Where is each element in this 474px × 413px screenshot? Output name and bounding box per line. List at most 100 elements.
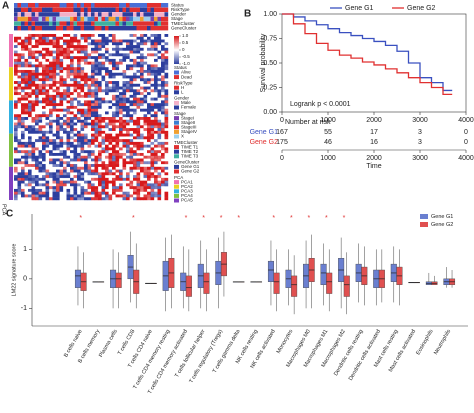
heatmap-cell	[122, 186, 127, 190]
heatmap-cell	[38, 117, 43, 120]
legend-label: PCA4	[181, 193, 193, 198]
heatmap-cell	[70, 158, 74, 162]
heatmap-cell	[101, 158, 106, 162]
heatmap-cell	[98, 186, 102, 190]
heatmap-cell	[98, 47, 102, 51]
heatmap-cell	[112, 125, 116, 129]
heatmap-cell	[14, 147, 18, 151]
heatmap-cell	[80, 141, 85, 145]
heatmap-cell	[35, 72, 39, 76]
heatmap-cell	[133, 105, 137, 109]
heatmap-cell	[73, 39, 78, 43]
heatmap-cell	[119, 150, 123, 154]
heatmap-cell	[98, 166, 102, 170]
heatmap-cell	[17, 50, 22, 54]
box	[267, 260, 274, 282]
heatmap-cell	[84, 108, 88, 112]
heatmap-cell	[31, 130, 36, 134]
heatmap-cell	[31, 141, 36, 145]
heatmap-cell	[84, 86, 88, 90]
heatmap-cell	[143, 47, 148, 51]
heatmap-cell	[63, 92, 67, 96]
heatmap-cell	[157, 152, 162, 156]
heatmap-cell	[94, 166, 99, 170]
heatmap-cell	[49, 64, 53, 68]
significance: *	[237, 215, 240, 222]
heatmap-cell	[105, 186, 109, 190]
heatmap-cell	[21, 164, 25, 167]
heatmap-cell	[63, 194, 67, 198]
heatmap-cell	[45, 53, 50, 57]
heatmap-cell	[143, 50, 148, 54]
annotation-cell	[52, 3, 57, 8]
heatmap-cell	[94, 147, 99, 151]
heatmap-cell	[42, 103, 46, 107]
heatmap-cell	[70, 108, 74, 112]
heatmap-cell	[122, 197, 127, 201]
annotation-cell	[59, 3, 64, 8]
annotation-cell	[164, 7, 169, 12]
heatmap-cell	[14, 86, 18, 90]
legend-swatch	[174, 85, 179, 90]
heatmap-cell	[126, 141, 130, 145]
heatmap-cell	[161, 67, 165, 71]
heatmap-cell	[112, 72, 116, 76]
heatmap-cell	[63, 150, 67, 154]
heatmap-cell	[140, 164, 144, 167]
heatmap-cell	[42, 177, 46, 181]
heatmap-cell	[24, 158, 29, 162]
heatmap-cell	[56, 152, 60, 156]
heatmap-cell	[129, 161, 134, 165]
heatmap-cell	[84, 125, 88, 129]
heatmap-cell	[164, 81, 169, 84]
heatmap-cell	[17, 100, 22, 104]
heatmap-cell	[84, 155, 88, 159]
heatmap-cell	[42, 97, 46, 101]
heatmap-cell	[49, 155, 53, 159]
heatmap-cell	[150, 141, 155, 145]
x-tick-label: Dendritic cells activated	[348, 329, 382, 382]
heatmap-cell	[21, 81, 25, 84]
annotation-cell	[17, 7, 22, 12]
heatmap-cell	[115, 100, 120, 104]
heatmap-cell	[157, 103, 162, 107]
heatmap-cell	[38, 108, 43, 112]
heatmap-cell	[17, 45, 22, 49]
heatmap-cell	[35, 39, 39, 43]
x-tick-label: 4000	[458, 117, 474, 124]
heatmap-cell	[157, 155, 162, 159]
heatmap-cell	[164, 147, 169, 151]
heatmap-cell	[101, 89, 106, 93]
heatmap-cell	[24, 108, 29, 112]
heatmap-cell	[140, 144, 144, 148]
heatmap-cell	[14, 139, 18, 143]
heatmap-cell	[147, 161, 151, 165]
heatmap-cell	[56, 83, 60, 87]
annotation-cell	[56, 7, 60, 12]
heatmap-cell	[101, 50, 106, 54]
heatmap-cell	[115, 67, 120, 71]
heatmap-cell	[52, 89, 57, 93]
heatmap-cell	[143, 78, 148, 82]
annotation-cell	[77, 21, 81, 26]
heatmap-cell	[119, 152, 123, 156]
heatmap-cell	[101, 61, 106, 65]
heatmap-cell	[38, 177, 43, 181]
heatmap-cell	[108, 158, 113, 162]
heatmap-cell	[136, 108, 141, 112]
heatmap-cell	[80, 194, 85, 198]
heatmap-cell	[101, 175, 106, 179]
heatmap-cell	[80, 128, 85, 132]
heatmap-cell	[98, 122, 102, 126]
heatmap-cell	[45, 119, 50, 123]
heatmap-cell	[136, 34, 141, 37]
heatmap-cell	[52, 34, 57, 37]
heatmap-cell	[108, 147, 113, 151]
heatmap-cell	[112, 75, 116, 79]
heatmap-cell	[28, 34, 32, 37]
legend-label: StageIII	[181, 124, 197, 129]
heatmap-cell	[140, 67, 144, 71]
heatmap-cell	[56, 89, 60, 93]
heatmap-cell	[45, 139, 50, 143]
heatmap-cell	[105, 103, 109, 107]
